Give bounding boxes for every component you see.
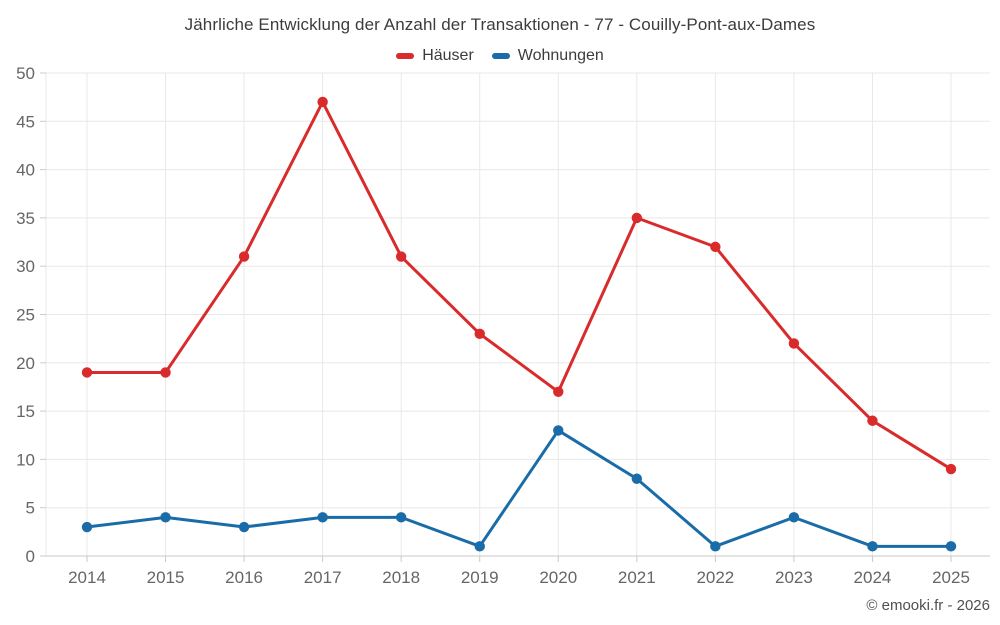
chart-credit: © emooki.fr - 2026 (866, 597, 990, 614)
x-axis-label: 2025 (932, 568, 970, 587)
x-axis-label: 2019 (461, 568, 499, 587)
x-axis-label: 2022 (696, 568, 734, 587)
legend-marker-haeuser-icon (396, 53, 415, 59)
x-axis-label: 2024 (854, 568, 892, 587)
x-axis-label: 2016 (225, 568, 263, 587)
chart-title: Jährliche Entwicklung der Anzahl der Tra… (184, 15, 816, 34)
data-point-häuser-2015[interactable] (160, 367, 171, 378)
x-axis-label: 2020 (539, 568, 577, 587)
data-point-häuser-2018[interactable] (395, 251, 407, 262)
x-axis-label: 2023 (775, 568, 813, 587)
data-point-häuser-2024[interactable] (867, 415, 878, 426)
chart-legend: Häuser Wohnungen (0, 47, 1000, 65)
data-point-wohnungen-2025[interactable] (945, 541, 957, 552)
data-point-häuser-2021[interactable] (631, 212, 643, 224)
data-point-wohnungen-2020[interactable] (553, 425, 564, 436)
data-point-wohnungen-2016[interactable] (238, 521, 250, 533)
y-axis-label: 45 (16, 112, 35, 131)
legend-item-wohnungen[interactable]: Wohnungen (491, 47, 604, 65)
y-axis-label: 15 (16, 402, 35, 421)
data-point-häuser-2020[interactable] (553, 386, 564, 397)
legend-label-wohnungen: Wohnungen (517, 47, 604, 64)
legend-item-haeuser[interactable]: Häuser (396, 47, 474, 65)
legend-label-haeuser: Häuser (422, 47, 474, 64)
data-point-häuser-2017[interactable] (317, 96, 328, 108)
y-axis-label: 40 (16, 161, 35, 180)
y-axis-label: 30 (16, 257, 35, 276)
y-axis-label: 10 (16, 450, 35, 469)
data-point-häuser-2016[interactable] (238, 251, 250, 262)
data-point-häuser-2014[interactable] (81, 367, 93, 378)
legend-marker-wohnungen-icon (491, 53, 510, 59)
series-line-häuser (85, 100, 953, 471)
data-point-häuser-2022[interactable] (710, 241, 721, 253)
y-axis-label: 0 (26, 547, 35, 566)
data-point-wohnungen-2017[interactable] (317, 512, 328, 523)
data-point-häuser-2025[interactable] (945, 463, 957, 475)
x-axis-label: 2014 (68, 568, 106, 587)
series-line-wohnungen (85, 428, 953, 548)
data-point-wohnungen-2023[interactable] (788, 512, 800, 523)
x-axis-label: 2017 (304, 568, 342, 587)
data-point-wohnungen-2015[interactable] (160, 512, 171, 523)
data-point-wohnungen-2018[interactable] (395, 512, 407, 523)
x-axis-label: 2015 (147, 568, 185, 587)
y-axis-label: 25 (16, 306, 35, 325)
y-axis-label: 50 (16, 64, 35, 83)
y-axis-label: 5 (26, 499, 35, 518)
data-point-häuser-2019[interactable] (474, 328, 485, 340)
x-axis-label: 2018 (382, 568, 420, 587)
data-point-wohnungen-2024[interactable] (867, 541, 878, 552)
y-axis-label: 20 (16, 354, 35, 373)
data-point-wohnungen-2014[interactable] (81, 521, 93, 533)
y-axis-label: 35 (16, 209, 35, 228)
data-point-wohnungen-2021[interactable] (631, 473, 643, 484)
data-point-wohnungen-2022[interactable] (710, 541, 721, 552)
data-point-wohnungen-2019[interactable] (474, 541, 485, 552)
data-point-häuser-2023[interactable] (788, 338, 800, 349)
x-axis-label: 2021 (618, 568, 656, 587)
